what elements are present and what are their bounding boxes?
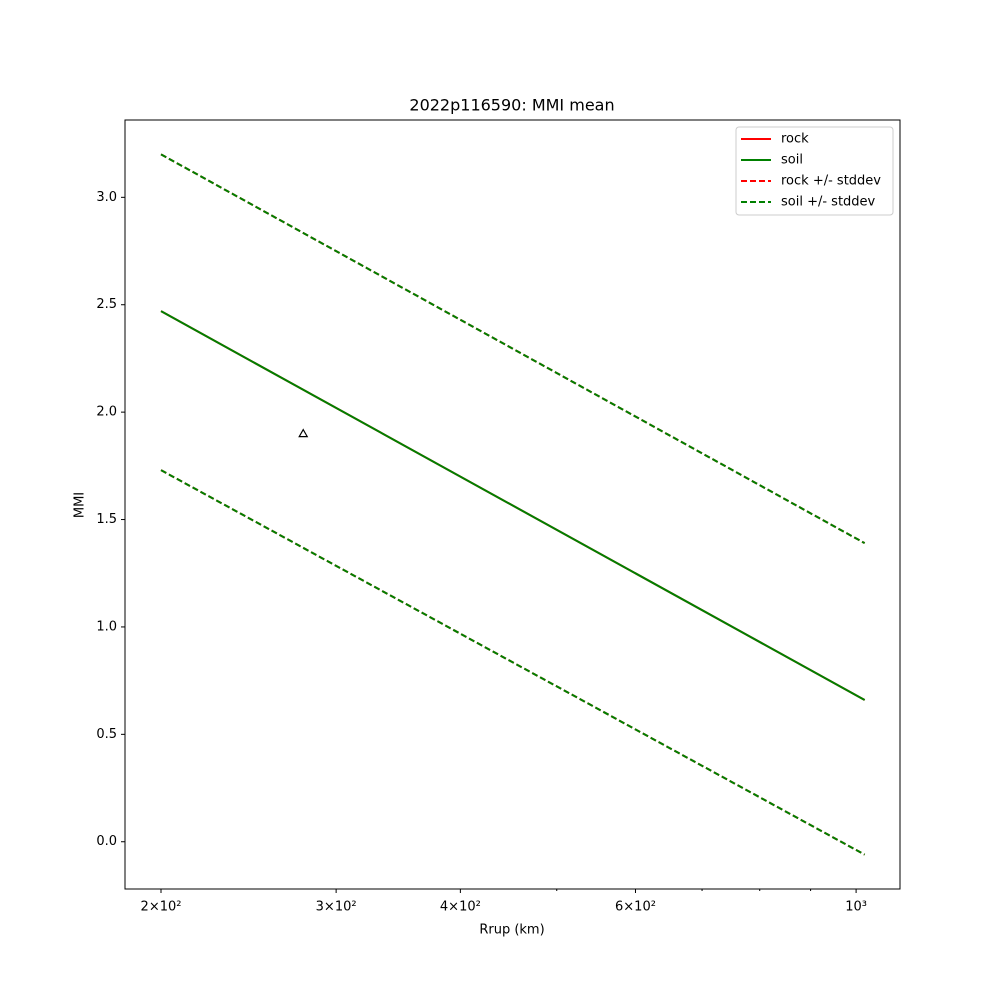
x-tick-label: 10³ bbox=[845, 900, 867, 915]
y-tick-label: 0.0 bbox=[96, 834, 117, 849]
y-tick-label: 1.5 bbox=[96, 512, 117, 527]
legend-label: soil +/- stddev bbox=[781, 195, 876, 210]
y-tick-label: 3.0 bbox=[96, 190, 117, 205]
legend-box bbox=[735, 126, 894, 216]
y-axis-label: MMI bbox=[73, 492, 88, 518]
x-tick-label: 6×10² bbox=[615, 900, 656, 915]
y-tick-label: 0.5 bbox=[96, 727, 117, 742]
y-tick-label: 2.5 bbox=[96, 297, 117, 312]
upper-line bbox=[160, 153, 866, 545]
chart-title: 2022p116590: MMI mean bbox=[409, 96, 614, 115]
legend-label: soil bbox=[781, 153, 803, 168]
y-tick-label: 2.0 bbox=[96, 405, 117, 420]
x-tick-label: 2×10² bbox=[141, 900, 182, 915]
y-tick-label: 1.0 bbox=[96, 619, 117, 634]
lower-line bbox=[160, 469, 866, 856]
x-tick-label: 4×10² bbox=[440, 900, 481, 915]
series-line bbox=[160, 310, 866, 701]
legend-label: rock +/- stddev bbox=[781, 174, 881, 189]
x-axis-label: Rrup (km) bbox=[479, 923, 544, 938]
marker-triangle bbox=[298, 428, 309, 438]
x-tick-label: 3×10² bbox=[316, 900, 357, 915]
plot-frame bbox=[124, 119, 901, 890]
legend-label: rock bbox=[781, 132, 809, 147]
